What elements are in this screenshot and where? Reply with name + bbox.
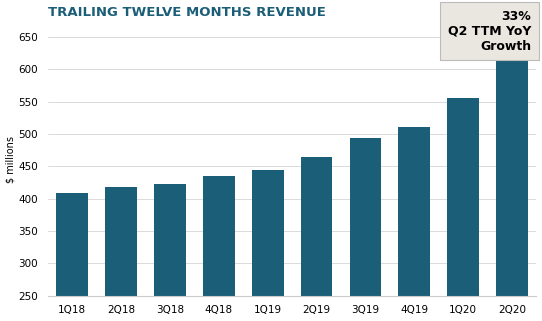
Bar	[252, 169, 283, 321]
Y-axis label: $ millions: $ millions	[5, 136, 16, 183]
Text: 33%
Q2 TTM YoY
Growth: 33% Q2 TTM YoY Growth	[448, 10, 531, 53]
Bar	[203, 176, 235, 321]
Bar	[154, 184, 186, 321]
Bar	[56, 193, 88, 321]
Bar	[447, 98, 479, 321]
Bar	[350, 138, 382, 321]
Text: TRAILING TWELVE MONTHS REVENUE: TRAILING TWELVE MONTHS REVENUE	[48, 5, 326, 19]
Bar	[398, 127, 430, 321]
Bar	[105, 187, 137, 321]
Bar	[496, 60, 528, 321]
Bar	[301, 157, 332, 321]
